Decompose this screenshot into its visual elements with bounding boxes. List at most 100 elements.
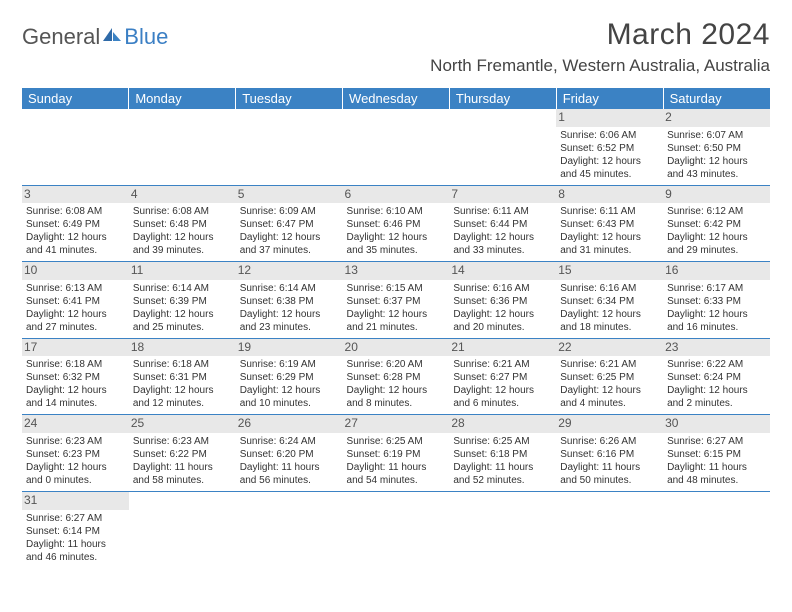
day1-text: Daylight: 12 hours bbox=[240, 308, 339, 321]
day2-text: and 35 minutes. bbox=[347, 244, 446, 257]
day-number: 12 bbox=[236, 262, 343, 280]
sunset-text: Sunset: 6:14 PM bbox=[26, 525, 125, 538]
day-number: 19 bbox=[236, 339, 343, 357]
day-number: 9 bbox=[663, 186, 770, 204]
sunset-text: Sunset: 6:18 PM bbox=[453, 448, 552, 461]
sunset-text: Sunset: 6:52 PM bbox=[560, 142, 659, 155]
week-row: 24Sunrise: 6:23 AMSunset: 6:23 PMDayligh… bbox=[22, 415, 770, 492]
day-number: 16 bbox=[663, 262, 770, 280]
day2-text: and 12 minutes. bbox=[133, 397, 232, 410]
week-row: 1Sunrise: 6:06 AMSunset: 6:52 PMDaylight… bbox=[22, 109, 770, 185]
day-cell bbox=[449, 109, 556, 185]
day-cell: 29Sunrise: 6:26 AMSunset: 6:16 PMDayligh… bbox=[556, 415, 663, 492]
sunrise-text: Sunrise: 6:11 AM bbox=[560, 205, 659, 218]
day-cell: 31 Sunrise: 6:27 AMSunset: 6:14 PMDayligh… bbox=[22, 491, 129, 567]
sail-icon bbox=[101, 24, 123, 50]
day1-text: Daylight: 11 hours bbox=[453, 461, 552, 474]
col-sunday: Sunday bbox=[22, 88, 129, 109]
day-cell: 13Sunrise: 6:15 AMSunset: 6:37 PMDayligh… bbox=[343, 262, 450, 339]
day-cell: 1Sunrise: 6:06 AMSunset: 6:52 PMDaylight… bbox=[556, 109, 663, 185]
sunrise-text: Sunrise: 6:27 AM bbox=[26, 512, 125, 525]
sunset-text: Sunset: 6:28 PM bbox=[347, 371, 446, 384]
day1-text: Daylight: 12 hours bbox=[240, 231, 339, 244]
day-number: 14 bbox=[449, 262, 556, 280]
week-row: 31 Sunrise: 6:27 AMSunset: 6:14 PMDayligh… bbox=[22, 491, 770, 567]
col-wednesday: Wednesday bbox=[343, 88, 450, 109]
day-cell: 18Sunrise: 6:18 AMSunset: 6:31 PMDayligh… bbox=[129, 338, 236, 415]
sunrise-text: Sunrise: 6:06 AM bbox=[560, 129, 659, 142]
sunset-text: Sunset: 6:20 PM bbox=[240, 448, 339, 461]
sunset-text: Sunset: 6:33 PM bbox=[667, 295, 766, 308]
sunset-text: Sunset: 6:24 PM bbox=[667, 371, 766, 384]
sunrise-text: Sunrise: 6:14 AM bbox=[133, 282, 232, 295]
day2-text: and 56 minutes. bbox=[240, 474, 339, 487]
sunset-text: Sunset: 6:25 PM bbox=[560, 371, 659, 384]
day-number: 28 bbox=[449, 415, 556, 433]
weekday-header-row: Sunday Monday Tuesday Wednesday Thursday… bbox=[22, 88, 770, 109]
day2-text: and 52 minutes. bbox=[453, 474, 552, 487]
sunrise-text: Sunrise: 6:08 AM bbox=[26, 205, 125, 218]
day1-text: Daylight: 11 hours bbox=[560, 461, 659, 474]
sunset-text: Sunset: 6:31 PM bbox=[133, 371, 232, 384]
day1-text: Daylight: 12 hours bbox=[560, 308, 659, 321]
day-cell: 8Sunrise: 6:11 AMSunset: 6:43 PMDaylight… bbox=[556, 185, 663, 262]
day1-text: Daylight: 12 hours bbox=[667, 384, 766, 397]
day1-text: Daylight: 11 hours bbox=[347, 461, 446, 474]
week-row: 17Sunrise: 6:18 AMSunset: 6:32 PMDayligh… bbox=[22, 338, 770, 415]
day2-text: and 48 minutes. bbox=[667, 474, 766, 487]
sunrise-text: Sunrise: 6:15 AM bbox=[347, 282, 446, 295]
sunset-text: Sunset: 6:16 PM bbox=[560, 448, 659, 461]
week-row: 10Sunrise: 6:13 AMSunset: 6:41 PMDayligh… bbox=[22, 262, 770, 339]
day1-text: Daylight: 12 hours bbox=[667, 155, 766, 168]
day-number: 2 bbox=[663, 109, 770, 127]
col-thursday: Thursday bbox=[449, 88, 556, 109]
sunrise-text: Sunrise: 6:26 AM bbox=[560, 435, 659, 448]
day-number: 31 bbox=[22, 492, 129, 510]
day2-text: and 39 minutes. bbox=[133, 244, 232, 257]
sunset-text: Sunset: 6:15 PM bbox=[667, 448, 766, 461]
day-number: 10 bbox=[22, 262, 129, 280]
brand-part2: Blue bbox=[124, 24, 168, 50]
day-cell: 9Sunrise: 6:12 AMSunset: 6:42 PMDaylight… bbox=[663, 185, 770, 262]
day1-text: Daylight: 12 hours bbox=[453, 308, 552, 321]
sunrise-text: Sunrise: 6:09 AM bbox=[240, 205, 339, 218]
sunset-text: Sunset: 6:43 PM bbox=[560, 218, 659, 231]
day1-text: Daylight: 12 hours bbox=[240, 384, 339, 397]
sunset-text: Sunset: 6:29 PM bbox=[240, 371, 339, 384]
day-number: 17 bbox=[22, 339, 129, 357]
day-cell: 16Sunrise: 6:17 AMSunset: 6:33 PMDayligh… bbox=[663, 262, 770, 339]
day-number: 6 bbox=[343, 186, 450, 204]
day2-text: and 50 minutes. bbox=[560, 474, 659, 487]
sunrise-text: Sunrise: 6:12 AM bbox=[667, 205, 766, 218]
sunset-text: Sunset: 6:36 PM bbox=[453, 295, 552, 308]
col-saturday: Saturday bbox=[663, 88, 770, 109]
day-cell bbox=[343, 109, 450, 185]
brand-part1: General bbox=[22, 24, 100, 50]
sunrise-text: Sunrise: 6:21 AM bbox=[453, 358, 552, 371]
sunset-text: Sunset: 6:39 PM bbox=[133, 295, 232, 308]
day1-text: Daylight: 11 hours bbox=[26, 538, 125, 551]
day-cell bbox=[236, 491, 343, 567]
day1-text: Daylight: 12 hours bbox=[347, 231, 446, 244]
sunset-text: Sunset: 6:19 PM bbox=[347, 448, 446, 461]
title-block: March 2024 North Fremantle, Western Aust… bbox=[430, 18, 770, 76]
sunrise-text: Sunrise: 6:18 AM bbox=[133, 358, 232, 371]
sunset-text: Sunset: 6:49 PM bbox=[26, 218, 125, 231]
day2-text: and 37 minutes. bbox=[240, 244, 339, 257]
day2-text: and 4 minutes. bbox=[560, 397, 659, 410]
sunrise-text: Sunrise: 6:10 AM bbox=[347, 205, 446, 218]
month-title: March 2024 bbox=[430, 18, 770, 52]
day2-text: and 21 minutes. bbox=[347, 321, 446, 334]
day1-text: Daylight: 12 hours bbox=[560, 384, 659, 397]
sunset-text: Sunset: 6:47 PM bbox=[240, 218, 339, 231]
day2-text: and 45 minutes. bbox=[560, 168, 659, 181]
sunset-text: Sunset: 6:42 PM bbox=[667, 218, 766, 231]
day-number: 26 bbox=[236, 415, 343, 433]
day2-text: and 23 minutes. bbox=[240, 321, 339, 334]
day-cell bbox=[129, 109, 236, 185]
week-row: 3Sunrise: 6:08 AMSunset: 6:49 PMDaylight… bbox=[22, 185, 770, 262]
day1-text: Daylight: 11 hours bbox=[667, 461, 766, 474]
day2-text: and 25 minutes. bbox=[133, 321, 232, 334]
day2-text: and 6 minutes. bbox=[453, 397, 552, 410]
day2-text: and 43 minutes. bbox=[667, 168, 766, 181]
